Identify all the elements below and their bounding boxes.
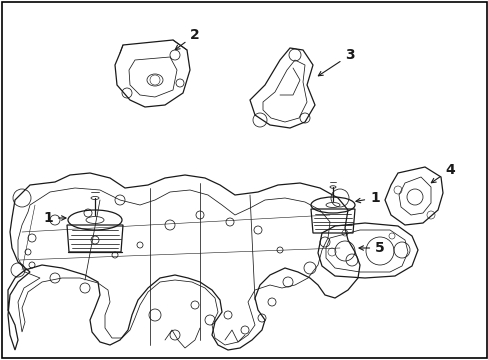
Text: 5: 5 <box>358 241 384 255</box>
Text: 4: 4 <box>430 163 454 183</box>
Text: 1: 1 <box>355 191 379 205</box>
Text: 2: 2 <box>175 28 200 50</box>
Text: 1: 1 <box>43 211 66 225</box>
Text: 3: 3 <box>318 48 354 76</box>
